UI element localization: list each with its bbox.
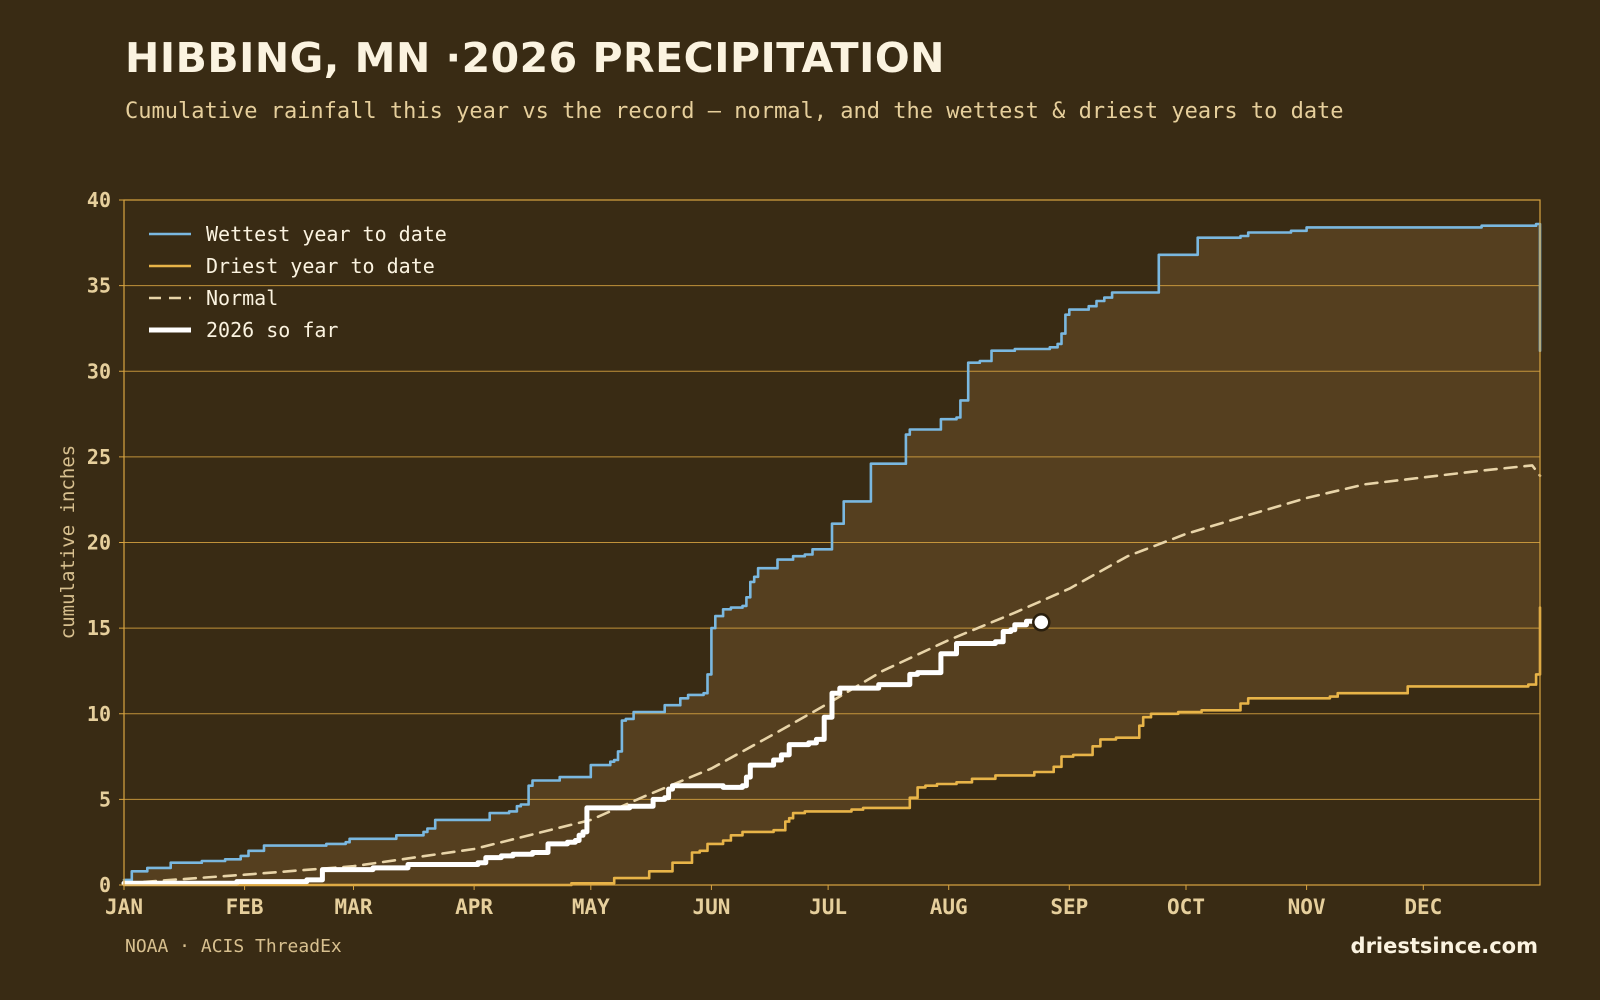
current-marker-layer (1032, 613, 1051, 632)
series-line-wettest-year-to-date (122, 222, 1542, 882)
x-tick-label-jul: JUL (809, 895, 847, 919)
y-tick-label-25: 25 (87, 445, 111, 469)
x-axis-ticks: JAN FEB MAR APR MAY JUN JUL AUG SEP OCT NOV DEC (105, 885, 1442, 919)
legend-label-normal: Normal (206, 286, 278, 310)
y-tick-label-5: 5 (99, 787, 111, 811)
x-tick-label-sep: SEP (1050, 895, 1088, 919)
current-year-end-marker (1032, 613, 1051, 632)
source-credit: NOAA · ACIS ThreadEx (125, 936, 342, 957)
y-tick-label-40: 40 (87, 188, 111, 212)
y-tick-label-20: 20 (87, 531, 111, 555)
y-axis-label: cumulative inches (57, 445, 79, 639)
series-line-normal (122, 464, 1542, 885)
y-tick-label-15: 15 (87, 616, 111, 640)
y-tick-label-10: 10 (87, 702, 111, 726)
y-tick-label-30: 30 (87, 359, 111, 383)
wet-dry-band (124, 224, 1540, 885)
x-tick-label-mar: MAR (335, 895, 373, 919)
x-tick-label-may: MAY (572, 895, 610, 919)
x-tick-label-jun: JUN (692, 895, 730, 919)
x-tick-label-jan: JAN (105, 895, 143, 919)
y-tick-label-0: 0 (99, 873, 111, 897)
brand-link[interactable]: driestsince.com (1350, 934, 1538, 958)
legend: Wettest year to date Driest year to date N… (149, 222, 447, 342)
y-tick-label-35: 35 (87, 274, 111, 298)
chart-title: HIBBING, MN ·2026 PRECIPITATION (125, 34, 945, 82)
legend-label-2026-so-far: 2026 so far (206, 318, 338, 342)
series-lines (121, 222, 1542, 887)
x-tick-label-feb: FEB (226, 895, 264, 919)
x-tick-label-aug: AUG (930, 895, 968, 919)
chart-subtitle: Cumulative rainfall this year vs the rec… (125, 99, 1344, 124)
x-tick-label-nov: NOV (1288, 895, 1326, 919)
x-tick-label-apr: APR (455, 895, 493, 919)
y-axis-ticks: 0 5 10 15 20 25 30 35 40 (87, 188, 124, 897)
legend-label-wettest-year-to-date: Wettest year to date (206, 222, 447, 246)
series-line-driest-year-to-date (122, 606, 1542, 887)
series-line-2026-so-far (121, 618, 1037, 886)
legend-label-driest-year-to-date: Driest year to date (206, 254, 435, 278)
wettest-driest-band (124, 224, 1540, 885)
x-tick-label-oct: OCT (1167, 895, 1205, 919)
x-tick-label-dec: DEC (1404, 895, 1442, 919)
